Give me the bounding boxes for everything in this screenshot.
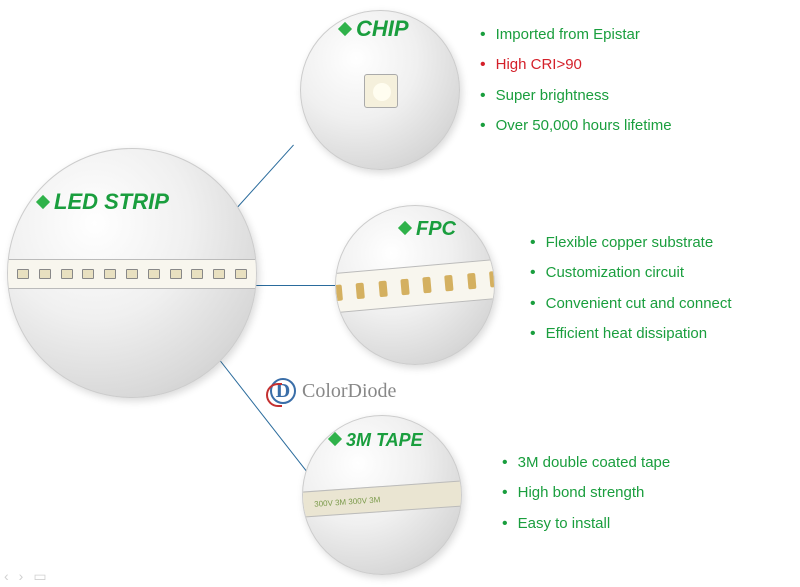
watermark-logo-icon: D	[270, 378, 296, 404]
chip-graphic	[364, 74, 398, 108]
chip-title: CHIP	[340, 16, 409, 42]
chevron-left-icon: ‹	[4, 568, 9, 585]
bullet-item: High bond strength	[502, 478, 670, 508]
watermark-text: ColorDiode	[302, 380, 396, 403]
tape-title-text: 3M TAPE	[346, 430, 423, 450]
diamond-icon	[398, 221, 412, 235]
diamond-icon	[328, 432, 342, 446]
chevron-right-icon: ›	[19, 568, 24, 585]
fpc-graphic	[335, 258, 495, 314]
bullet-item: Efficient heat dissipation	[530, 319, 732, 349]
bullet-item: 3M double coated tape	[502, 448, 670, 478]
connector-line	[252, 285, 340, 286]
bullet-item: Over 50,000 hours lifetime	[480, 111, 672, 141]
bullet-item: Customization circuit	[530, 258, 732, 288]
led-strip-graphic	[8, 259, 256, 289]
diamond-icon	[36, 195, 50, 209]
tape-marks-text: 300V 3M 300V 3M	[314, 495, 381, 509]
bullet-item: High CRI>90	[480, 50, 672, 80]
connector-line	[230, 145, 294, 216]
bullet-item: Convenient cut and connect	[530, 289, 732, 319]
chip-title-text: CHIP	[356, 16, 409, 41]
box-icon: ▭	[33, 568, 46, 585]
bullet-item: Imported from Epistar	[480, 20, 672, 50]
led-strip-circle: LED STRIP	[7, 148, 257, 398]
fpc-title-text: FPC	[416, 218, 456, 240]
fpc-bullet-list: Flexible copper substrateCustomization c…	[530, 228, 732, 350]
diamond-icon	[338, 22, 352, 36]
chip-bullet-list: Imported from EpistarHigh CRI>90Super br…	[480, 20, 672, 142]
fpc-title: FPC	[400, 218, 456, 241]
led-strip-title-text: LED STRIP	[54, 189, 169, 214]
footer-icons: ‹ › ▭	[4, 568, 47, 585]
watermark: D ColorDiode	[270, 378, 396, 404]
bullet-item: Super brightness	[480, 81, 672, 111]
tape-bullet-list: 3M double coated tapeHigh bond strengthE…	[502, 448, 670, 539]
led-strip-title: LED STRIP	[38, 189, 169, 215]
bullet-item: Flexible copper substrate	[530, 228, 732, 258]
tape-graphic: 300V 3M 300V 3M	[302, 480, 462, 518]
bullet-item: Easy to install	[502, 509, 670, 539]
tape-title: 3M TAPE	[330, 430, 423, 451]
